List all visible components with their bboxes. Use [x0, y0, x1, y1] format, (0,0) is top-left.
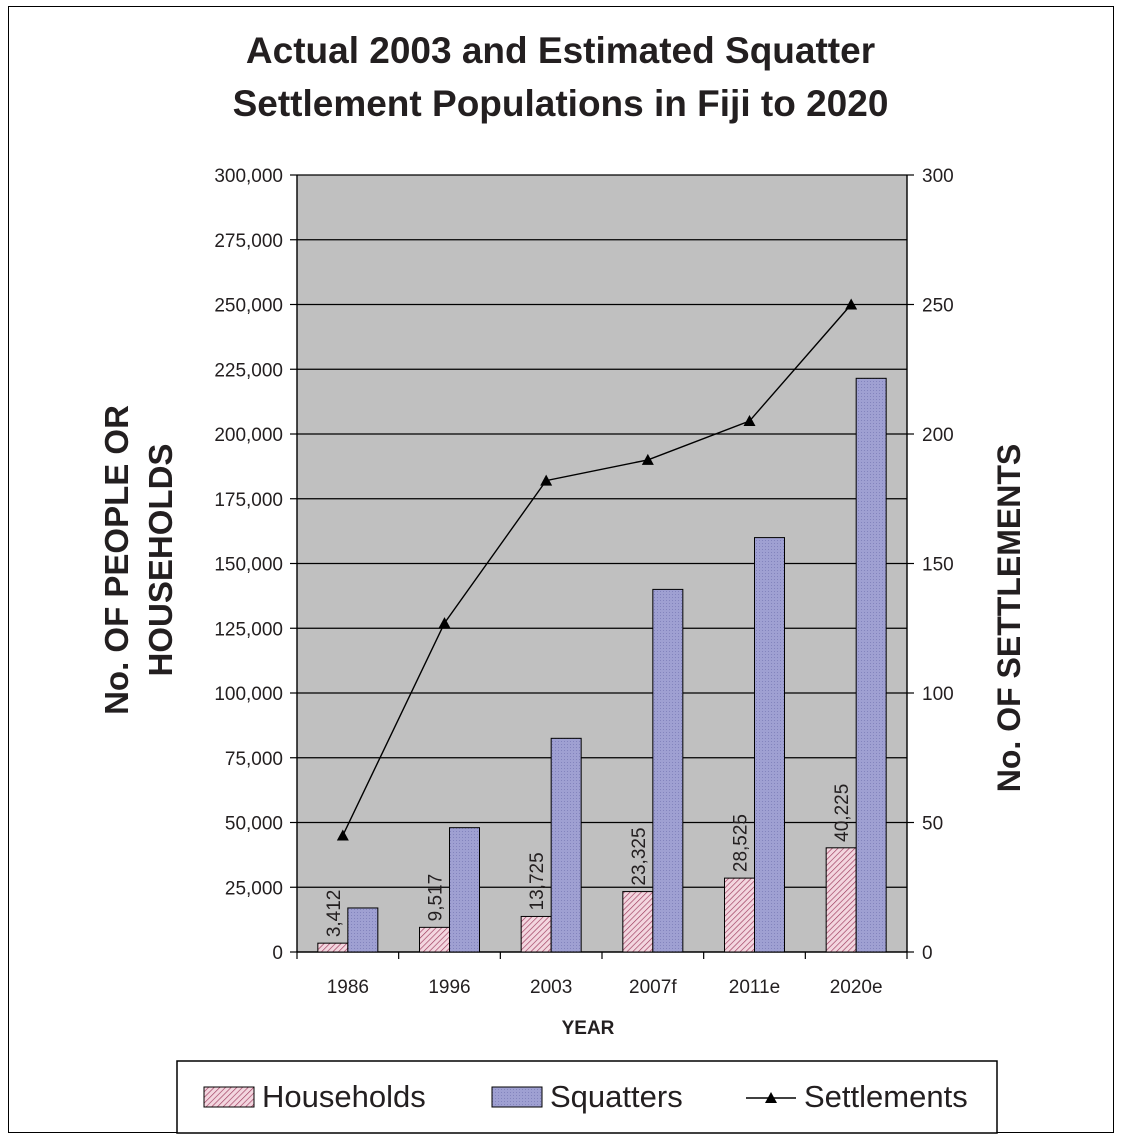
left-tick-label: 275,000 [214, 231, 283, 252]
x-tick-label: 1996 [428, 977, 470, 998]
right-tick-label: 0 [922, 943, 933, 964]
settlements-marker [438, 617, 451, 629]
legend-squatters-label: Squatters [550, 1079, 683, 1114]
squatters-bar [449, 827, 480, 953]
settlements-line [342, 304, 852, 836]
legend-box [176, 1060, 998, 1134]
squatters-bar [347, 907, 379, 953]
settlements-marker [336, 829, 349, 841]
households-bar [419, 926, 450, 953]
settlements-marker [845, 298, 858, 310]
legend-settlements-marker [765, 1092, 777, 1103]
left-tick-label: 175,000 [214, 490, 283, 511]
households-bar [622, 891, 654, 953]
settlements-marker [743, 415, 756, 427]
legend-households-label: Households [262, 1079, 426, 1114]
legend-settlements-label: Settlements [804, 1079, 968, 1114]
households-data-label: 28,525 [731, 814, 752, 872]
households-data-label: 40,225 [832, 784, 853, 842]
right-tick-label: 100 [922, 684, 954, 705]
left-tick-label: 75,000 [225, 749, 283, 770]
right-tick-label: 150 [922, 555, 954, 576]
households-data-label: 9,517 [426, 874, 447, 922]
title-line-1: Actual 2003 and Estimated Squatter [245, 30, 876, 71]
squatters-bar [652, 588, 684, 953]
households-data-label: 13,725 [527, 852, 548, 910]
households-bar [825, 847, 857, 953]
legend-squatters-swatch [491, 1086, 543, 1108]
households-bar [317, 942, 349, 953]
x-tick-label: 2007f [629, 977, 677, 998]
squatters-bar [855, 377, 887, 953]
x-tick-label: 2020e [830, 977, 883, 998]
left-tick-label: 250,000 [214, 296, 283, 317]
left-tick-label: 225,000 [214, 360, 283, 381]
households-bar [520, 915, 552, 953]
left-tick-label: 0 [272, 943, 283, 964]
left-tick-label: 300,000 [214, 166, 283, 187]
left-tick-label: 200,000 [214, 425, 283, 446]
right-tick-label: 300 [922, 166, 954, 187]
right-tick-label: 50 [922, 814, 943, 835]
left-axis-title-line2: HOUSEHOLDS [142, 444, 179, 677]
right-tick-label: 250 [922, 296, 954, 317]
households-bar [724, 877, 755, 953]
squatters-bar [754, 537, 785, 953]
right-axis-title: No. OF SETTLEMENTS [991, 444, 1027, 792]
left-tick-label: 125,000 [214, 619, 283, 640]
x-axis-title: YEAR [562, 1018, 615, 1039]
squatters-bar [550, 737, 582, 953]
legend-households-swatch [203, 1086, 255, 1108]
households-data-label: 23,325 [629, 827, 650, 885]
left-tick-label: 50,000 [225, 814, 283, 835]
left-tick-label: 100,000 [214, 684, 283, 705]
settlements-marker [641, 453, 654, 465]
households-data-label: 3,412 [324, 890, 345, 938]
chart-title: Actual 2003 and Estimated Squatter Settl… [0, 24, 1121, 130]
title-line-2: Settlement Populations in Fiji to 2020 [232, 83, 889, 124]
left-axis-title: No. OF PEOPLE OR [98, 405, 135, 715]
settlements-marker [540, 474, 553, 486]
x-tick-label: 1986 [327, 977, 369, 998]
x-tick-label: 2011e [729, 977, 780, 998]
right-tick-label: 200 [922, 425, 954, 446]
left-tick-label: 25,000 [225, 878, 283, 899]
x-tick-label: 2003 [530, 977, 572, 998]
left-tick-label: 150,000 [214, 555, 283, 576]
